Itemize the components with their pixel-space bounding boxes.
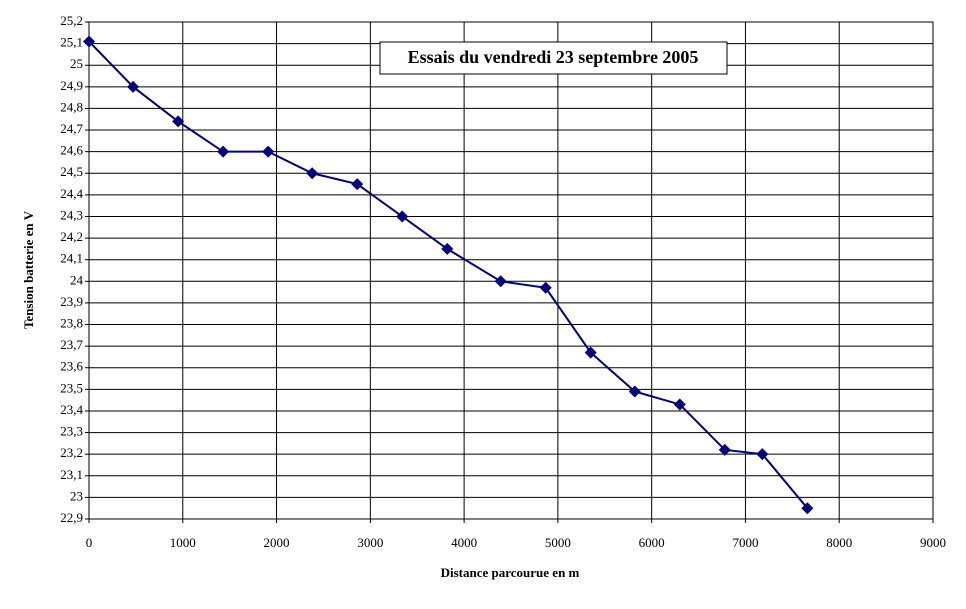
data-point xyxy=(539,281,552,294)
y-tick-label: 23,6 xyxy=(60,359,83,374)
x-axis-label: Distance parcourue en m xyxy=(441,565,580,580)
title-box xyxy=(379,41,728,75)
y-tick-label: 24,7 xyxy=(60,121,83,136)
y-tick-label: 23,2 xyxy=(60,445,83,460)
x-tick-label: 7000 xyxy=(732,535,758,550)
y-tick-label: 24 xyxy=(70,272,84,287)
y-tick-label: 23 xyxy=(70,488,83,503)
y-tick-label: 23,9 xyxy=(60,294,83,309)
x-tick-label: 8000 xyxy=(826,535,852,550)
data-point xyxy=(351,178,364,191)
data-point xyxy=(262,145,275,158)
data-point xyxy=(494,275,507,288)
data-point xyxy=(441,242,454,255)
data-point xyxy=(396,210,409,223)
series xyxy=(83,35,814,515)
y-tick-label: 23,3 xyxy=(60,424,83,439)
y-tick-label: 24,6 xyxy=(60,143,83,158)
y-tick-label: 23,4 xyxy=(60,402,83,417)
y-tick-label: 24,4 xyxy=(60,186,83,201)
y-tick-label: 24,8 xyxy=(60,99,83,114)
grid: 22,9 23 23,1 23,2 23,3 23,4 23,5 23,6 23,7 23,8 23… xyxy=(60,13,946,550)
data-point xyxy=(172,115,185,128)
x-tick-label: 3000 xyxy=(357,535,383,550)
data-point xyxy=(628,385,641,398)
x-tick-label: 6000 xyxy=(639,535,665,550)
y-tick-label: 25,1 xyxy=(60,35,83,50)
plot-area xyxy=(88,21,934,520)
data-point xyxy=(584,346,597,359)
x-tick-label: 0 xyxy=(86,535,93,550)
data-point xyxy=(306,167,319,180)
x-tick-label: 4000 xyxy=(451,535,477,550)
x-tick-label: 9000 xyxy=(920,535,946,550)
y-tick-label: 24,5 xyxy=(60,164,83,179)
y-tick-label: 23,7 xyxy=(60,337,83,352)
y-tick-label: 25 xyxy=(70,56,83,71)
y-tick-label: 22,9 xyxy=(60,510,83,525)
x-tick-label: 2000 xyxy=(264,535,290,550)
data-point xyxy=(801,502,814,515)
x-tick-label: 5000 xyxy=(545,535,571,550)
data-point xyxy=(83,35,95,48)
data-point xyxy=(718,443,731,456)
y-tick-label: 23,1 xyxy=(60,467,83,482)
data-point xyxy=(127,80,140,93)
y-tick-label: 24,3 xyxy=(60,207,83,222)
y-tick-label: 24,1 xyxy=(60,251,83,266)
y-tick-label: 24,2 xyxy=(60,229,83,244)
y-tick-label: 24,9 xyxy=(60,78,83,93)
data-point xyxy=(217,145,230,158)
x-tick-label: 1000 xyxy=(170,535,196,550)
y-tick-label: 23,8 xyxy=(60,316,83,331)
y-tick-label: 23,5 xyxy=(60,380,83,395)
y-axis-label: Tension batterie en V xyxy=(21,210,36,329)
chart-title: Essais du vendredi 23 septembre 2005 xyxy=(408,47,699,67)
data-point xyxy=(756,448,769,461)
y-tick-label: 25,2 xyxy=(60,13,83,28)
data-point xyxy=(673,398,686,411)
